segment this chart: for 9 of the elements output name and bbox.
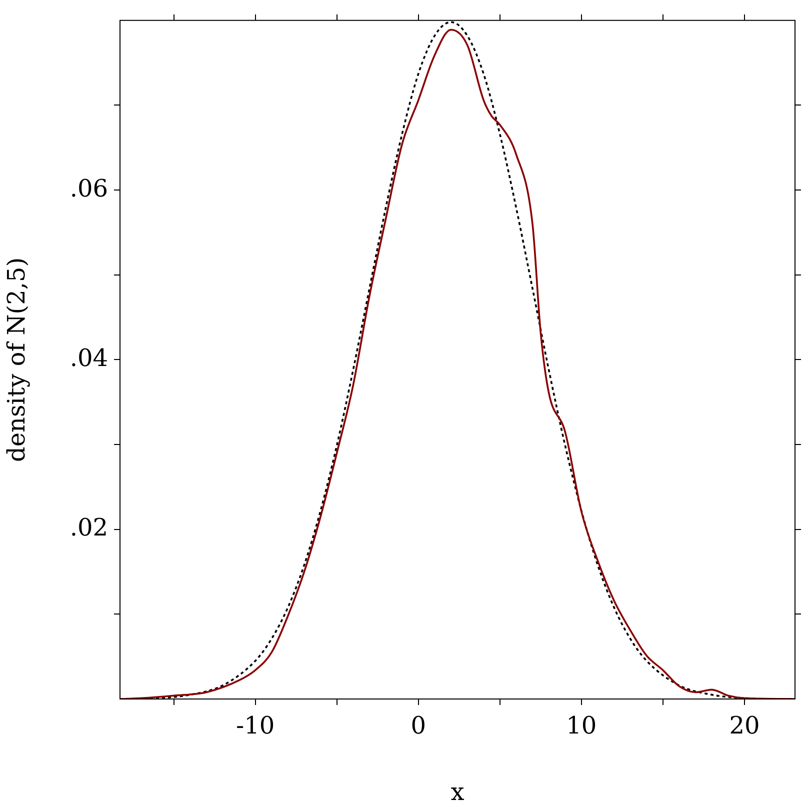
- y-tick-label: .04: [70, 344, 108, 372]
- y-tick-label: .02: [70, 514, 108, 542]
- x-tick-label: -10: [236, 712, 275, 740]
- y-axis-title: density of N(2,5): [2, 257, 31, 462]
- x-axis-title: x: [450, 778, 465, 806]
- y-tick-label: .06: [70, 174, 108, 202]
- x-tick-label: 20: [729, 712, 760, 740]
- x-tick-label: 10: [566, 712, 597, 740]
- x-tick-label: 0: [410, 712, 426, 740]
